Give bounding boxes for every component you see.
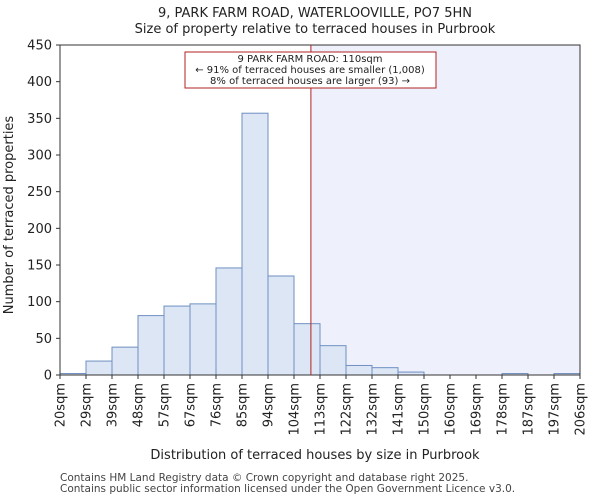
y-tick-label: 50 bbox=[35, 332, 52, 347]
y-tick-label: 0 bbox=[44, 369, 52, 384]
x-tick-label: 48sqm bbox=[132, 383, 147, 427]
y-tick-label: 100 bbox=[27, 295, 52, 310]
x-tick-label: 67sqm bbox=[184, 383, 199, 427]
x-tick-label: 122sqm bbox=[340, 383, 355, 436]
bar-113sqm bbox=[319, 345, 347, 376]
y-tick-label: 300 bbox=[27, 149, 52, 164]
footer-licence: Contains public sector information licen… bbox=[60, 483, 516, 495]
y-axis-label: Number of terraced properties bbox=[2, 116, 17, 315]
y-tick-label: 150 bbox=[27, 259, 52, 274]
x-tick-label: 85sqm bbox=[236, 383, 251, 427]
annotation-line-3: 8% of terraced houses are larger (93) → bbox=[210, 76, 410, 87]
bar-57sqm bbox=[163, 305, 191, 376]
annotation-box bbox=[184, 51, 437, 89]
larger-region-highlight bbox=[310, 45, 580, 375]
footer-copyright: Contains HM Land Registry data © Crown c… bbox=[60, 472, 469, 484]
annotation-line-1: 9 PARK FARM ROAD: 110sqm bbox=[237, 54, 382, 65]
bar-94sqm bbox=[267, 275, 295, 376]
x-tick-label: 150sqm bbox=[418, 383, 433, 436]
y-tick-label: 450 bbox=[27, 39, 52, 54]
x-tick-label: 94sqm bbox=[262, 383, 277, 427]
bar-85sqm bbox=[241, 112, 269, 376]
bar-104sqm bbox=[293, 323, 321, 376]
y-tick-label: 350 bbox=[27, 112, 52, 127]
x-tick-label: 132sqm bbox=[366, 383, 381, 436]
y-tick-label: 200 bbox=[27, 222, 52, 237]
chart-subtitle: Size of property relative to terraced ho… bbox=[135, 22, 496, 37]
y-tick-label: 400 bbox=[27, 75, 52, 90]
x-tick-label: 197sqm bbox=[548, 383, 563, 436]
x-tick-label: 39sqm bbox=[106, 383, 121, 427]
bar-67sqm bbox=[189, 303, 217, 376]
x-tick-label: 113sqm bbox=[314, 383, 329, 436]
bar-39sqm bbox=[111, 346, 139, 376]
x-tick-label: 57sqm bbox=[158, 383, 173, 427]
bar-48sqm bbox=[137, 315, 165, 376]
x-tick-label: 169sqm bbox=[470, 383, 485, 436]
x-tick-label: 206sqm bbox=[574, 383, 589, 436]
x-tick-label: 20sqm bbox=[54, 383, 69, 427]
y-tick-label: 250 bbox=[27, 185, 52, 200]
x-tick-label: 141sqm bbox=[392, 383, 407, 436]
bar-132sqm bbox=[371, 367, 399, 376]
x-tick-label: 104sqm bbox=[288, 383, 303, 436]
x-tick-label: 76sqm bbox=[210, 383, 225, 427]
x-tick-label: 160sqm bbox=[444, 383, 459, 436]
x-tick-label: 178sqm bbox=[496, 383, 511, 436]
annotation-line-2: ← 91% of terraced houses are smaller (1,… bbox=[195, 65, 425, 76]
bar-29sqm bbox=[85, 360, 113, 376]
bar-76sqm bbox=[215, 267, 243, 376]
bar-122sqm bbox=[345, 364, 373, 376]
chart-title: 9, PARK FARM ROAD, WATERLOOVILLE, PO7 5H… bbox=[158, 6, 472, 21]
x-tick-label: 187sqm bbox=[522, 383, 537, 436]
x-tick-label: 29sqm bbox=[80, 383, 95, 427]
x-axis-label: Distribution of terraced houses by size … bbox=[150, 448, 480, 463]
